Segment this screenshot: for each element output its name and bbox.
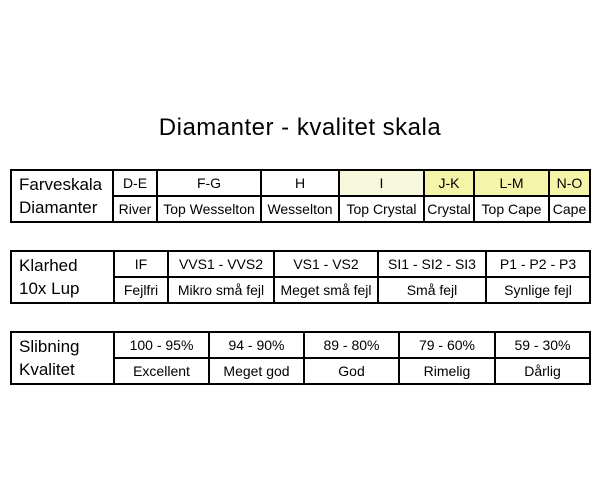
cut-grade-cell: 79 - 60% bbox=[398, 331, 496, 359]
clarity-grade-cell: P1 - P2 - P3 bbox=[485, 250, 591, 278]
color-scale-row-label: Farveskala Diamanter bbox=[10, 169, 114, 223]
cut-name-cell: Meget god bbox=[208, 357, 305, 385]
clarity-table: Klarhed 10x Lup IF VVS1 - VVS2 VS1 - VS2… bbox=[10, 250, 591, 304]
color-name-cell: Top Cape bbox=[473, 195, 550, 223]
cut-grade-cell: 89 - 80% bbox=[303, 331, 400, 359]
color-name-cell: Top Wesselton bbox=[156, 195, 262, 223]
cut-grade-cell: 100 - 95% bbox=[113, 331, 210, 359]
color-grade-cell: J-K bbox=[423, 169, 475, 197]
row-label-line: Slibning bbox=[19, 337, 80, 356]
color-grade-cell: N-O bbox=[548, 169, 591, 197]
clarity-name-cell: Små fejl bbox=[377, 276, 487, 304]
clarity-name-cell: Meget små fejl bbox=[273, 276, 379, 304]
cut-name-cell: Excellent bbox=[113, 357, 210, 385]
row-label-line: 10x Lup bbox=[19, 279, 80, 298]
color-grade-cell: F-G bbox=[156, 169, 262, 197]
cut-name-cell: Dårlig bbox=[494, 357, 591, 385]
color-name-cell: Wesselton bbox=[260, 195, 340, 223]
cut-grade-cell: 94 - 90% bbox=[208, 331, 305, 359]
clarity-name-cell: Fejlfri bbox=[113, 276, 169, 304]
clarity-name-cell: Synlige fejl bbox=[485, 276, 591, 304]
clarity-grade-cell: VVS1 - VVS2 bbox=[167, 250, 275, 278]
color-grade-cell: D-E bbox=[112, 169, 158, 197]
color-grade-cell: L-M bbox=[473, 169, 550, 197]
cut-grade-cell: 59 - 30% bbox=[494, 331, 591, 359]
color-name-cell: Crystal bbox=[423, 195, 475, 223]
clarity-grade-cell: IF bbox=[113, 250, 169, 278]
color-grade-cell: H bbox=[260, 169, 340, 197]
clarity-grade-cell: VS1 - VS2 bbox=[273, 250, 379, 278]
color-name-cell: River bbox=[112, 195, 158, 223]
row-label-line: Farveskala bbox=[19, 175, 103, 194]
clarity-row-label: Klarhed 10x Lup bbox=[10, 250, 115, 304]
page-title: Diamanter - kvalitet skala bbox=[158, 114, 442, 141]
color-scale-table: Farveskala Diamanter D-E F-G H I J-K L-M… bbox=[10, 169, 591, 223]
row-label-line: Kvalitet bbox=[19, 360, 75, 379]
cut-quality-row-label: Slibning Kvalitet bbox=[10, 331, 115, 385]
cut-name-cell: God bbox=[303, 357, 400, 385]
color-grade-cell: I bbox=[338, 169, 425, 197]
row-label-line: Klarhed bbox=[19, 256, 78, 275]
clarity-name-cell: Mikro små fejl bbox=[167, 276, 275, 304]
cut-name-cell: Rimelig bbox=[398, 357, 496, 385]
row-label-line: Diamanter bbox=[19, 198, 98, 217]
color-name-cell: Cape bbox=[548, 195, 591, 223]
color-name-cell: Top Crystal bbox=[338, 195, 425, 223]
cut-quality-table: Slibning Kvalitet 100 - 95% 94 - 90% 89 … bbox=[10, 331, 591, 385]
clarity-grade-cell: SI1 - SI2 - SI3 bbox=[377, 250, 487, 278]
